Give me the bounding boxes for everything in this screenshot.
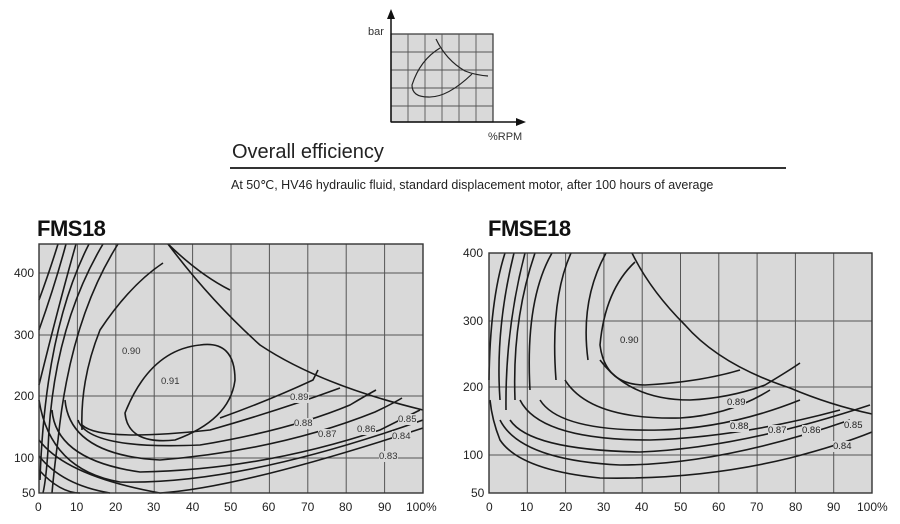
x-tick: 60: [712, 500, 726, 514]
x-tick: 0: [35, 500, 42, 514]
x-tick: 100%: [406, 500, 437, 514]
contour-label: 0.86: [802, 425, 821, 436]
contour-label: 0.84: [392, 431, 411, 442]
contour-label: 0.88: [730, 421, 749, 432]
chart-title-fmse18: FMSE18: [488, 216, 571, 241]
contour-label: 0.85: [398, 414, 417, 425]
x-tick: 30: [597, 500, 611, 514]
x-tick: 30: [147, 500, 161, 514]
x-tick: 80: [339, 500, 353, 514]
x-tick: 90: [378, 500, 392, 514]
x-tick: 10: [520, 500, 534, 514]
contour-label: 0.89: [290, 392, 309, 403]
contour-label: 0.83: [379, 451, 398, 462]
y-tick: 400: [14, 266, 35, 280]
y-tick: 200: [463, 380, 484, 394]
x-tick: 40: [186, 500, 200, 514]
contour-label: 0.90: [620, 335, 639, 346]
x-tick: 60: [262, 500, 276, 514]
contour-label: 0.87: [318, 429, 337, 440]
x-tick: 50: [674, 500, 688, 514]
contour-label: 0.88: [294, 418, 313, 429]
x-tick: 90: [827, 500, 841, 514]
y-tick: 100: [463, 448, 484, 462]
legend-x-label: %RPM: [488, 131, 523, 143]
y-tick: 100: [14, 451, 35, 465]
x-tick: 0: [486, 500, 493, 514]
x-tick: 10: [70, 500, 84, 514]
y-tick: 50: [22, 486, 36, 500]
x-tick: 50: [224, 500, 238, 514]
y-tick: 50: [471, 486, 485, 500]
y-tick: 200: [14, 389, 35, 403]
contour-label: 0.87: [768, 425, 787, 436]
y-tick: 300: [463, 314, 484, 328]
x-tick: 80: [789, 500, 803, 514]
chart-title-fms18: FMS18: [37, 216, 106, 241]
contour-label: 0.91: [161, 376, 180, 387]
section-title: Overall efficiency: [232, 141, 384, 163]
x-tick: 70: [750, 500, 764, 514]
x-tick: 20: [109, 500, 123, 514]
legend-diagram: bar %RPM: [340, 0, 560, 145]
legend-diagram-graphic: [387, 9, 526, 126]
contour-label: 0.85: [844, 420, 863, 431]
x-tick: 70: [301, 500, 315, 514]
legend-y-label: bar: [368, 26, 384, 38]
y-tick: 400: [463, 246, 484, 260]
contour-label: 0.89: [727, 397, 746, 408]
title-rule: [230, 167, 786, 169]
contour-label: 0.90: [122, 346, 141, 357]
x-tick: 20: [559, 500, 573, 514]
y-tick: 300: [14, 328, 35, 342]
contour-label: 0.86: [357, 424, 376, 435]
x-tick: 40: [635, 500, 649, 514]
contour-label: 0.84: [833, 441, 852, 452]
x-tick: 100%: [857, 500, 888, 514]
section-subtitle: At 50℃, HV46 hydraulic fluid, standard d…: [231, 178, 714, 192]
